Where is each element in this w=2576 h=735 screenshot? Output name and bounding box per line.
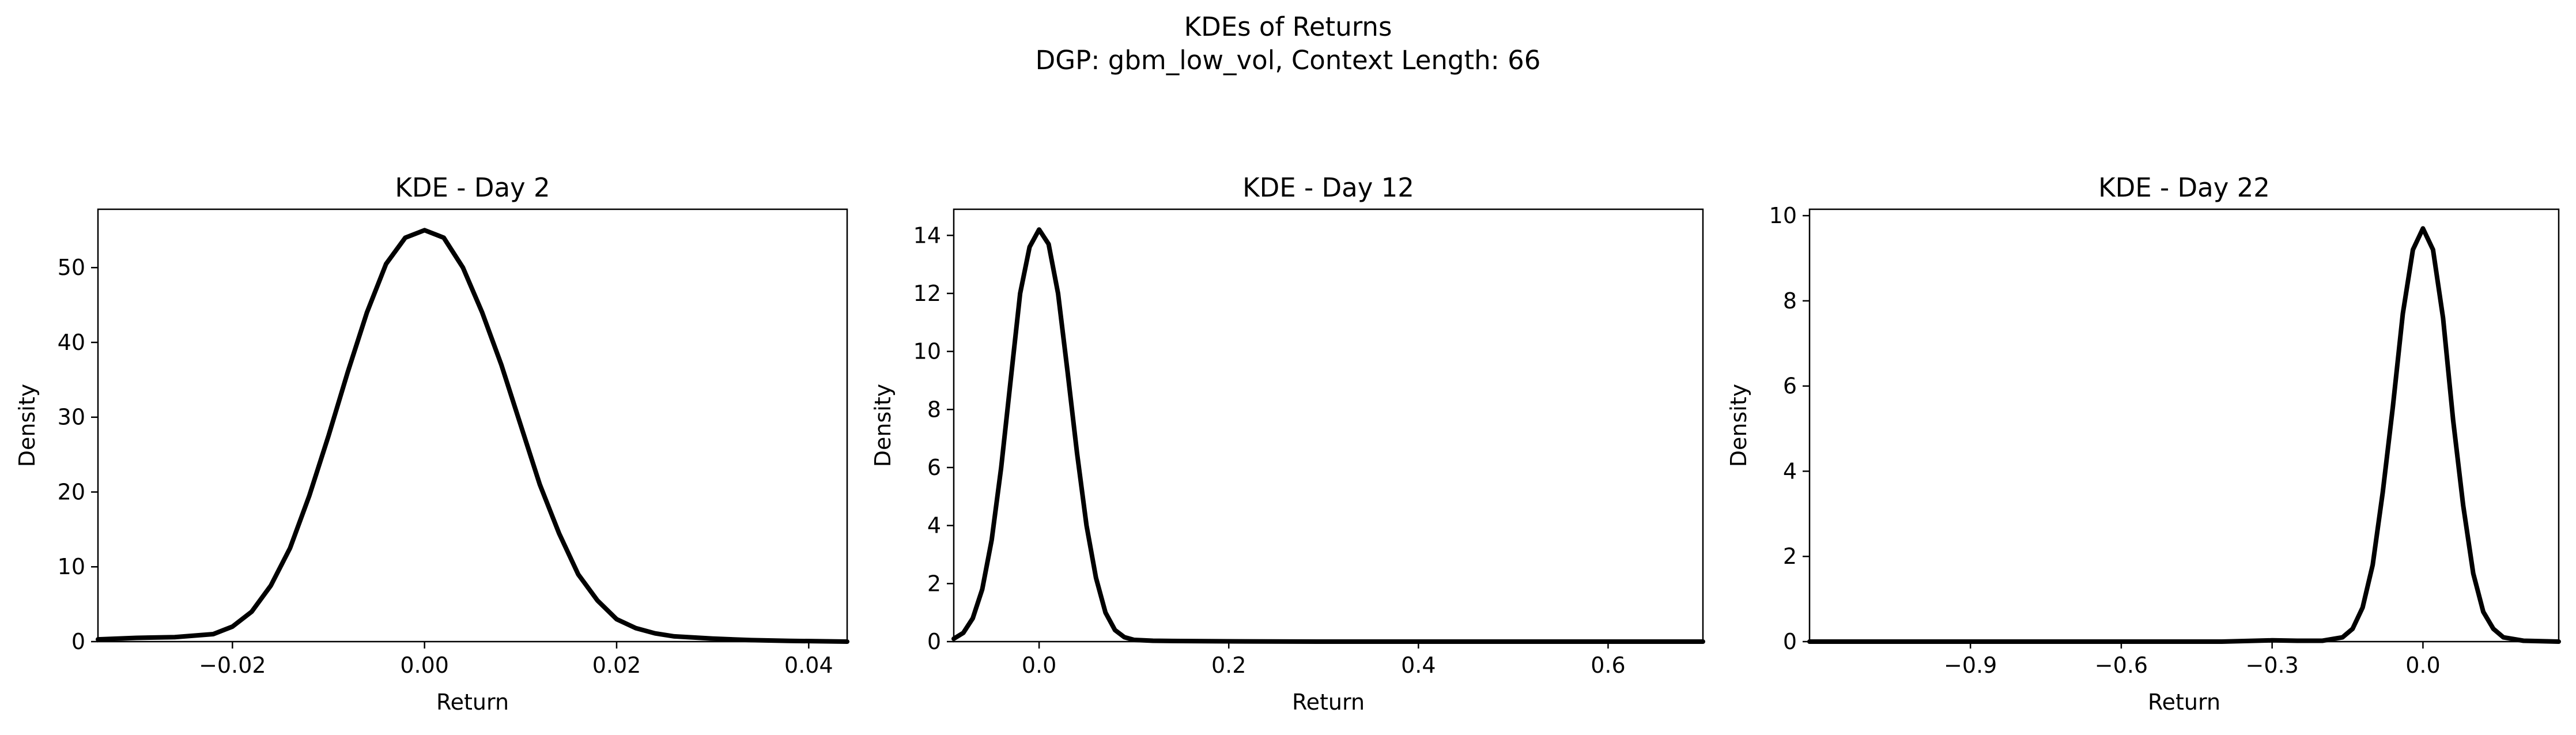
y-axis-label: Density [1726,384,1751,467]
y-tick-label: 10 [1769,203,1797,228]
x-tick-label: −0.6 [2095,653,2148,678]
kde-panel-1: −0.02 0.00 0.02 0.04 0 10 20 30 40 50 KDE - Day 2 R… [14,172,849,715]
axes-frame [1808,208,2560,643]
figure-suptitle-line1: KDEs of Returns [1184,12,1392,42]
y-tick-label: 0 [1783,629,1797,654]
y-tick-label: 2 [1783,544,1797,569]
figure-suptitle-line2: DGP: gbm_low_vol, Context Length: 66 [1036,45,1541,76]
kde-panel-3: −0.9 −0.6 −0.3 0.0 0 2 4 6 8 10 KDE - Day 22 Return… [1726,172,2561,715]
kde-curve [1807,226,2561,644]
kde-curve [951,227,1705,644]
x-axis-label: Return [2148,689,2220,715]
axes-frame [97,208,848,643]
x-tick-label: −0.3 [2246,653,2299,678]
y-tick-label: 6 [927,455,941,480]
y-tick-label: 40 [58,330,85,355]
y-tick-label: 8 [1783,288,1797,314]
x-axis-label: Return [436,689,509,715]
panel-title: KDE - Day 12 [1242,172,1414,203]
y-tick-label: 30 [58,405,85,430]
x-tick-label: 0.02 [592,653,641,678]
axes-frame [953,208,1704,643]
y-tick-label: 6 [1783,374,1797,399]
y-tick-label: 12 [913,281,941,306]
y-tick-label: 10 [913,339,941,364]
x-axis-label: Return [1292,689,1365,715]
y-tick-label: 14 [913,223,941,248]
y-tick-label: 2 [927,571,941,596]
y-tick-label: 50 [58,255,85,280]
y-tick-label: 0 [71,629,85,654]
y-axis-label: Density [870,384,896,467]
x-tick-label: 0.00 [400,653,449,678]
x-tick-label: −0.9 [1944,653,1997,678]
y-tick-label: 4 [927,513,941,538]
x-tick-label: 0.0 [2405,653,2440,678]
y-tick-label: 4 [1783,458,1797,484]
y-tick-label: 0 [927,629,941,654]
y-axis-label: Density [14,384,40,467]
y-tick-label: 20 [58,479,85,504]
x-tick-label: 0.0 [1022,653,1056,678]
panel-title: KDE - Day 22 [2098,172,2270,203]
panel-title: KDE - Day 2 [395,172,550,203]
kde-panel-2: 0.0 0.2 0.4 0.6 0 2 4 6 8 10 12 14 KDE - Day 12 Retur… [870,172,1705,715]
kde-curve [96,228,849,644]
x-tick-label: −0.02 [199,653,266,678]
y-tick-label: 10 [58,554,85,579]
x-tick-label: 0.4 [1401,653,1436,678]
x-tick-label: 0.04 [784,653,833,678]
x-tick-label: 0.6 [1591,653,1625,678]
x-tick-label: 0.2 [1211,653,1246,678]
y-tick-label: 8 [927,397,941,422]
